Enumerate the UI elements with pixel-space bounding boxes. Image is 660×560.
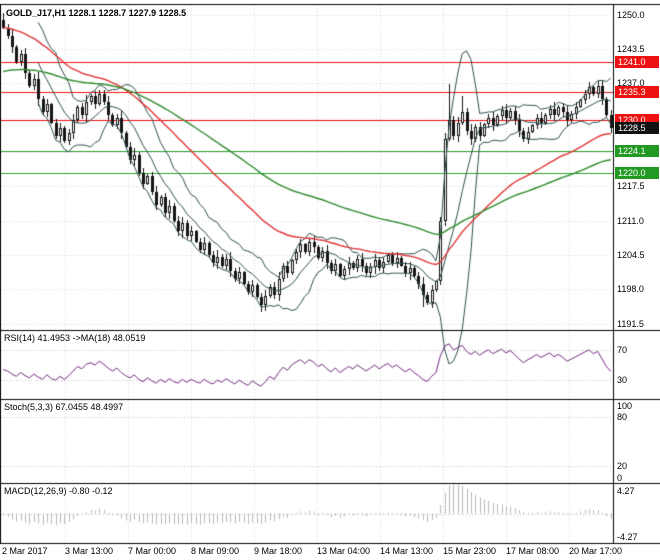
price-line-label: 1220.0 xyxy=(615,167,659,179)
time-scale-label: 7 Mar 00:00 xyxy=(128,546,177,556)
price-scale-label: 1243.5 xyxy=(617,44,645,54)
time-axis[interactable]: 2 Mar 2017 3 Mar 13:00 7 Mar 00:00 8 Mar 09… xyxy=(0,543,660,560)
price-scale-label: 1250.0 xyxy=(617,10,645,20)
price-scale-label: 1217.5 xyxy=(617,181,645,191)
price-scale-label: 1211.0 xyxy=(617,216,644,226)
macd-scale-label: 4.27 xyxy=(617,486,635,496)
time-scale-label: 17 Mar 08:00 xyxy=(506,546,560,556)
time-scale-label: 20 Mar 17:00 xyxy=(569,546,623,556)
stoch-scale-label: 80 xyxy=(617,412,628,422)
price-axis[interactable]: 1250.01243.51237.01230.51224.01217.51211… xyxy=(0,0,660,544)
rsi-scale-label: 70 xyxy=(617,345,628,355)
stoch-scale-label: 20 xyxy=(617,461,628,471)
price-line-label: 1228.5 xyxy=(615,122,659,134)
price-scale-label: 1237.0 xyxy=(617,78,645,88)
time-scale-label: 2 Mar 2017 xyxy=(2,546,48,556)
stoch-scale-label: 100 xyxy=(617,401,633,411)
time-scale-label: 14 Mar 13:00 xyxy=(380,546,434,556)
time-scale-label: 9 Mar 18:00 xyxy=(254,546,303,556)
price-line-label: 1224.1 xyxy=(615,145,659,157)
time-scale-label: 13 Mar 04:00 xyxy=(317,546,371,556)
chart-title: GOLD_J17,H1 1228.1 1228.7 1227.9 1228.5 xyxy=(6,8,187,18)
price-scale-label: 1191.5 xyxy=(617,319,644,329)
rsi-scale-label: 30 xyxy=(617,375,628,385)
price-line-label: 1235.3 xyxy=(615,86,659,98)
macd-scale-label: -4.27 xyxy=(617,532,638,542)
time-scale-label: 8 Mar 09:00 xyxy=(191,546,240,556)
price-scale-label: 1204.5 xyxy=(617,250,645,260)
time-scale-label: 3 Mar 13:00 xyxy=(65,546,114,556)
price-scale-label: 1198.0 xyxy=(617,284,644,294)
macd-indicator-label: MACD(12,26,9) -0.80 -0.12 xyxy=(4,486,113,496)
stoch-scale-label: 0 xyxy=(617,473,623,483)
price-line-label: 1241.0 xyxy=(615,56,659,68)
time-scale-label: 15 Mar 23:00 xyxy=(443,546,497,556)
rsi-indicator-label: RSI(14) 41.4953 ->MA(18) 48.0519 xyxy=(4,333,146,343)
stoch-indicator-label: Stoch(5,3,3) 67.0455 48.4997 xyxy=(4,402,124,412)
